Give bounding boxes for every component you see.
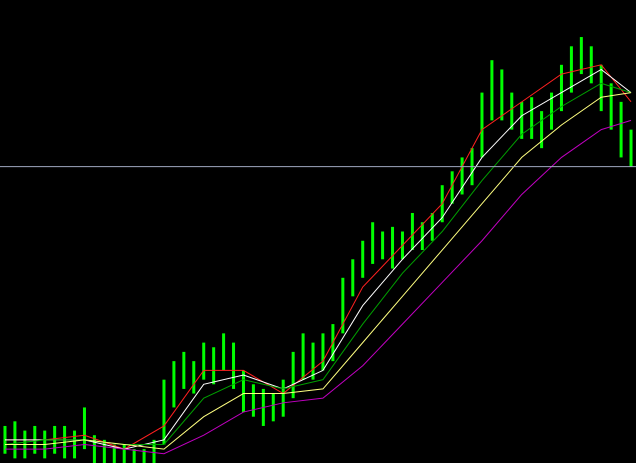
- candle: [391, 226, 395, 269]
- candle: [619, 101, 623, 158]
- candle: [281, 379, 285, 417]
- candle: [291, 351, 295, 399]
- candle: [530, 97, 534, 139]
- candle: [192, 361, 196, 394]
- candle: [381, 231, 385, 260]
- candle: [112, 444, 116, 463]
- moving-average: [4, 92, 632, 450]
- candle: [212, 347, 216, 385]
- candle: [430, 212, 434, 241]
- candle: [500, 69, 504, 121]
- candle: [410, 212, 414, 251]
- candle: [341, 277, 345, 334]
- candle: [559, 64, 563, 112]
- candle: [73, 430, 77, 459]
- moving-average: [4, 64, 632, 450]
- candle: [142, 449, 146, 463]
- candle: [420, 222, 424, 251]
- candle: [629, 129, 633, 167]
- candle: [162, 379, 166, 445]
- moving-average: [4, 68, 632, 450]
- candle: [609, 83, 613, 130]
- moving-average: [4, 119, 632, 455]
- candle: [172, 361, 176, 408]
- candle: [241, 370, 245, 413]
- candle: [132, 449, 136, 463]
- candle: [351, 259, 355, 297]
- candle: [122, 444, 126, 463]
- candle: [599, 64, 603, 112]
- candle: [540, 111, 544, 149]
- candle: [490, 60, 494, 121]
- candle: [232, 342, 236, 389]
- candle: [450, 171, 454, 204]
- candle: [460, 157, 464, 195]
- candle: [222, 333, 226, 371]
- candle: [579, 37, 583, 75]
- candle: [92, 435, 96, 463]
- candle: [520, 101, 524, 139]
- candle: [510, 92, 514, 130]
- candle: [82, 407, 86, 450]
- candle: [550, 92, 554, 130]
- candle: [152, 439, 156, 463]
- candle: [361, 240, 365, 278]
- candle: [202, 342, 206, 380]
- candle: [182, 351, 186, 389]
- candle: [251, 384, 255, 417]
- candle: [480, 92, 484, 158]
- candle: [311, 342, 315, 380]
- candle: [569, 46, 573, 93]
- candle: [371, 222, 375, 264]
- candle: [271, 393, 275, 422]
- candle: [589, 46, 593, 84]
- candle: [321, 333, 325, 371]
- candle: [102, 439, 106, 463]
- candle: [301, 333, 305, 380]
